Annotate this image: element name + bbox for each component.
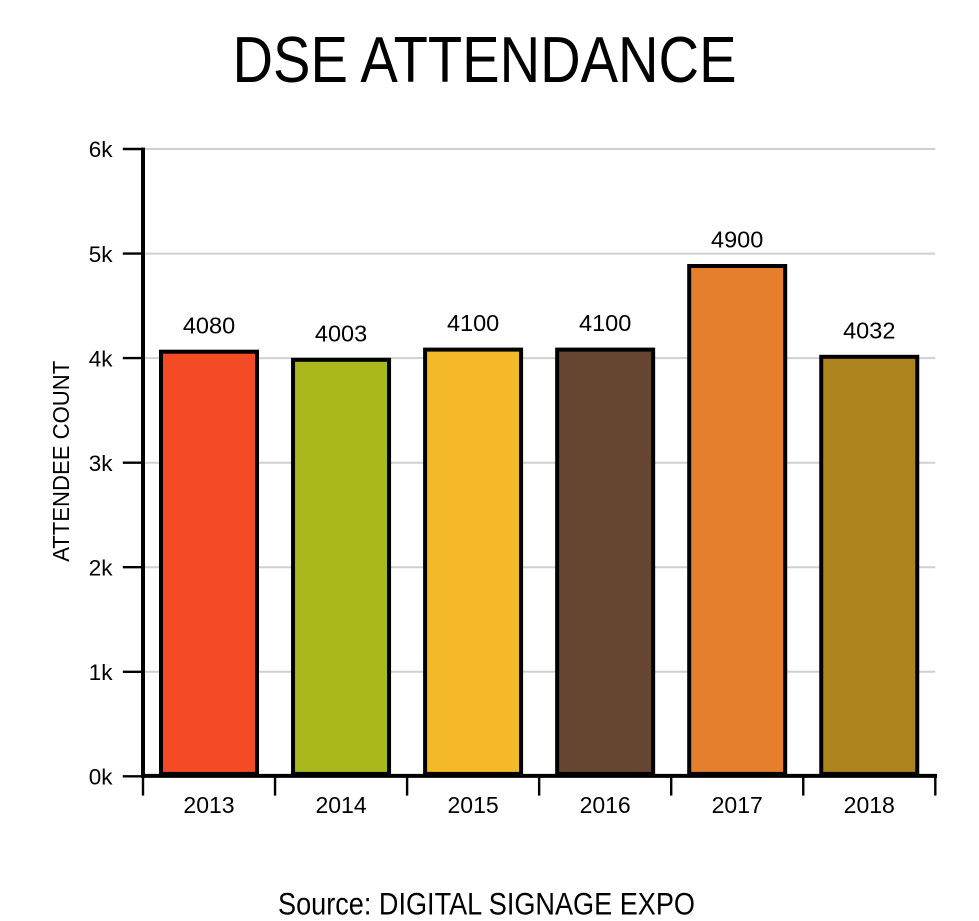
svg-text:4100: 4100	[447, 310, 499, 336]
svg-text:Source: DIGITAL SIGNAGE EXPO: Source: DIGITAL SIGNAGE EXPO	[278, 886, 695, 921]
svg-text:0k: 0k	[89, 765, 114, 790]
svg-text:2013: 2013	[183, 792, 234, 818]
svg-text:2k: 2k	[89, 555, 114, 580]
svg-text:2016: 2016	[580, 792, 631, 818]
svg-text:4080: 4080	[183, 313, 235, 339]
svg-text:3k: 3k	[89, 451, 114, 476]
svg-text:ATTENDEE COUNT: ATTENDEE COUNT	[48, 361, 74, 562]
svg-text:4003: 4003	[315, 321, 367, 347]
svg-text:5k: 5k	[89, 242, 114, 267]
svg-text:4900: 4900	[711, 226, 763, 252]
svg-text:4032: 4032	[843, 317, 895, 343]
svg-text:6k: 6k	[89, 137, 114, 162]
svg-text:DSE ATTENDANCE: DSE ATTENDANCE	[233, 23, 737, 96]
svg-text:2014: 2014	[315, 792, 366, 818]
svg-text:2015: 2015	[448, 792, 499, 818]
svg-text:2018: 2018	[844, 792, 895, 818]
svg-text:1k: 1k	[89, 660, 114, 685]
svg-text:4k: 4k	[89, 346, 114, 371]
svg-text:4100: 4100	[579, 310, 631, 336]
svg-text:2017: 2017	[712, 792, 763, 818]
